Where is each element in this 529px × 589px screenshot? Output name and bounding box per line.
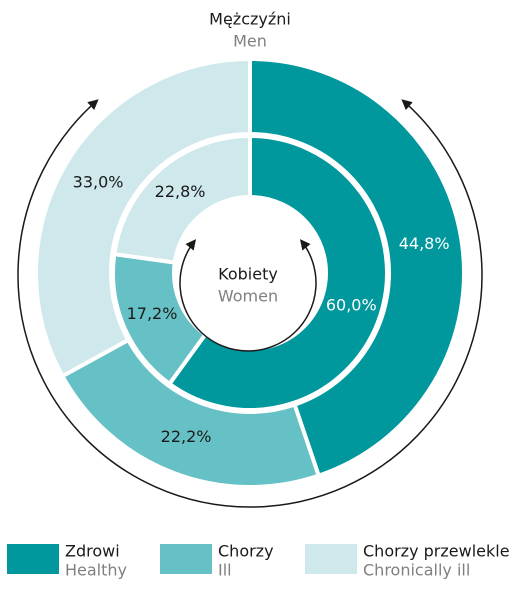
data-label: 60,0% [326, 295, 377, 314]
outer-title: Mężczyźni [209, 10, 291, 29]
outer-subtitle: Men [233, 32, 267, 51]
legend-label: Chorzy [218, 542, 274, 561]
donut-segment [112, 133, 252, 265]
data-label: 44,8% [399, 234, 450, 253]
legend-swatch [160, 544, 212, 574]
legend-sublabel: Healthy [65, 561, 127, 580]
data-label: 33,0% [73, 173, 124, 192]
inner-subtitle: Women [218, 287, 278, 306]
legend-sublabel: Ill [218, 561, 232, 580]
inner-title: Kobiety [218, 265, 278, 284]
data-label: 22,2% [161, 427, 212, 446]
data-label: 17,2% [127, 304, 178, 323]
rings: 44,8% 22,2% 33,0% 60,0% 17,2% 22,8% [34, 56, 466, 489]
legend-label: Chorzy przewlekle [363, 542, 510, 561]
legend-label: Zdrowi [65, 542, 120, 561]
legend-swatch [7, 544, 59, 574]
inner-arrow [179, 239, 317, 352]
legend-swatch [305, 544, 357, 574]
data-label: 22,8% [155, 182, 206, 201]
legend-sublabel: Chronically ill [363, 561, 470, 580]
outer-arrow [17, 99, 483, 508]
donut-segment [166, 133, 389, 412]
